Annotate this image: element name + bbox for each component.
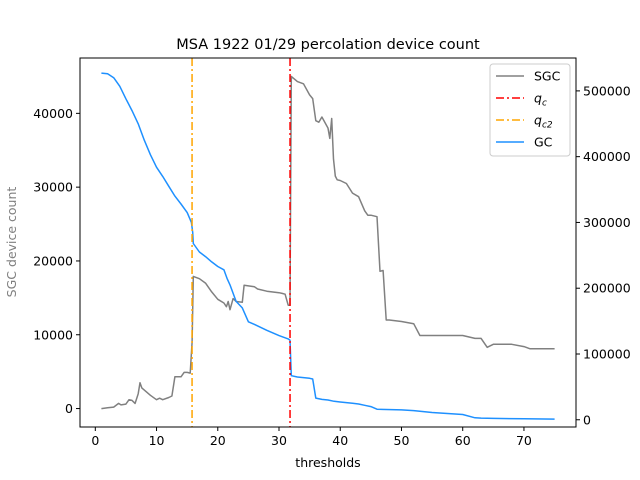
x-tick-label: 10 xyxy=(149,433,165,448)
y-tick-label: 20000 xyxy=(33,253,73,268)
y-axis-label: SGC device count xyxy=(4,187,19,298)
x-tick-label: 40 xyxy=(332,433,348,448)
chart-title: MSA 1922 01/29 percolation device count xyxy=(176,37,480,53)
y2-tick-label: 0 xyxy=(583,412,591,427)
y-tick-label: 10000 xyxy=(33,327,73,342)
y2-tick-label: 100000 xyxy=(583,346,631,361)
legend-label: SGC xyxy=(534,69,561,84)
series-line-gc xyxy=(101,72,555,420)
y2-tick-label: 400000 xyxy=(583,149,631,164)
legend: SGC qc qc2 GC xyxy=(489,63,571,157)
y-tick-label: 40000 xyxy=(33,106,73,121)
y2-tick-label: 300000 xyxy=(583,215,631,230)
y2-tick-label: 500000 xyxy=(583,83,631,98)
legend-box xyxy=(489,63,571,157)
legend-label: qc2 xyxy=(534,113,553,131)
x-tick-label: 70 xyxy=(516,433,532,448)
x-tick-label: 30 xyxy=(271,433,287,448)
series-line-sgc xyxy=(101,75,555,410)
y2-tick-label: 200000 xyxy=(583,281,631,296)
legend-label: GC xyxy=(534,135,553,150)
x-tick-label: 60 xyxy=(455,433,471,448)
x-tick-label: 0 xyxy=(91,433,99,448)
x-axis-label: thresholds xyxy=(295,455,360,470)
legend-label: qc xyxy=(534,91,547,109)
y-tick-label: 30000 xyxy=(33,180,73,195)
plot-area xyxy=(101,58,555,427)
x-tick-label: 20 xyxy=(210,433,226,448)
axes: 0 10 20 30 40 50 60 700100002000030000400000100… xyxy=(33,83,631,448)
y-tick-label: 0 xyxy=(65,401,73,416)
x-tick-label: 50 xyxy=(394,433,410,448)
plot-frame xyxy=(79,57,577,428)
